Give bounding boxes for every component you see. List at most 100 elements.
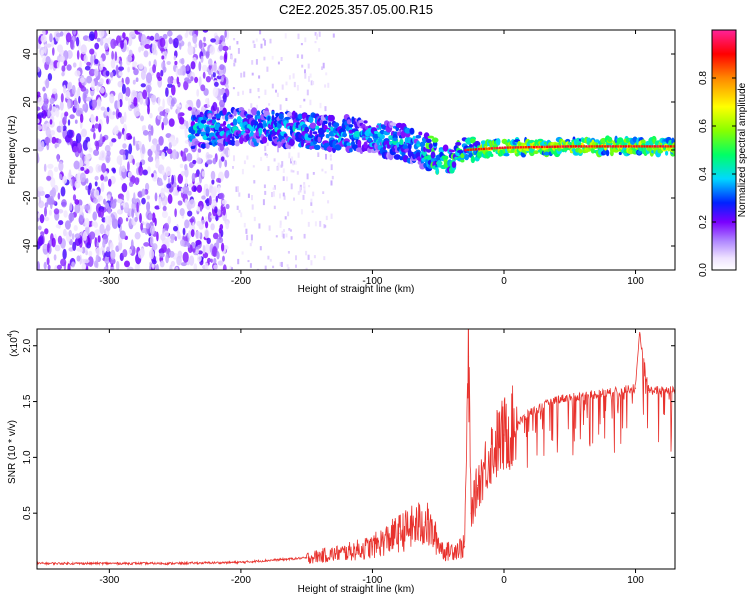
heatmap-cell	[189, 199, 196, 209]
heatmap-cell	[202, 71, 206, 79]
snr-series	[37, 329, 675, 567]
heatmap-cell	[221, 242, 225, 252]
heatmap-cell	[177, 173, 183, 184]
heatmap-cell	[167, 30, 173, 37]
x-tick-label: 0	[501, 575, 507, 586]
heatmap-cell	[168, 37, 173, 45]
heatmap-cell	[127, 266, 134, 270]
heatmap-cell	[122, 32, 126, 39]
heatmap-cell	[135, 77, 139, 82]
heatmap-cell	[143, 242, 150, 247]
heatmap-cell	[264, 89, 267, 95]
heatmap-cell	[109, 71, 114, 78]
heatmap-cell	[311, 210, 314, 213]
heatmap-cell	[162, 200, 166, 206]
heatmap-cell	[154, 217, 157, 227]
heatmap-cell	[174, 60, 178, 66]
heatmap-cell	[282, 192, 285, 197]
heatmap-cell	[37, 225, 42, 231]
heatmap-cell	[123, 111, 127, 123]
heatmap-cell	[106, 78, 109, 85]
heatmap-cell	[198, 61, 202, 72]
heatmap-cell	[185, 120, 189, 129]
heatmap-cell	[530, 145, 533, 149]
heatmap-cell	[60, 93, 64, 103]
snr-point	[371, 546, 373, 548]
heatmap-cell	[99, 37, 104, 46]
heatmap-cell	[134, 263, 139, 270]
heatmap-cell	[396, 131, 402, 136]
heatmap-cell	[51, 136, 57, 144]
heatmap-cell	[435, 166, 439, 175]
heatmap-cell	[90, 79, 95, 91]
heatmap-cell	[205, 98, 209, 104]
heatmap-cell	[119, 149, 126, 156]
heatmap-cell	[288, 228, 291, 231]
heatmap-cell	[264, 152, 267, 156]
heatmap-cell	[309, 122, 317, 129]
heatmap-cell	[44, 202, 49, 208]
heatmap-cell	[290, 169, 293, 173]
heatmap-cell	[285, 97, 288, 101]
heatmap-cell	[198, 122, 205, 129]
heatmap-cell	[112, 168, 116, 174]
heatmap-cell	[180, 239, 185, 247]
heatmap-cell	[99, 209, 104, 218]
heatmap-cell	[44, 194, 51, 199]
heatmap-cell	[617, 145, 620, 148]
heatmap-cell	[250, 107, 258, 116]
heatmap-cell	[103, 175, 108, 182]
heatmap-cell	[594, 139, 600, 143]
heatmap-cell	[286, 176, 288, 182]
heatmap-cell	[162, 66, 167, 73]
heatmap-cell	[292, 73, 295, 79]
spectrogram-y-ticks: -40 -20 0 20 40	[22, 48, 675, 253]
heatmap-cell	[263, 184, 266, 189]
heatmap-cell	[215, 195, 218, 203]
heatmap-cell	[266, 142, 269, 146]
heatmap-cell	[124, 260, 130, 268]
heatmap-cell	[161, 169, 165, 176]
snr-point	[174, 562, 176, 565]
heatmap-cell	[243, 160, 246, 165]
heatmap-cell	[217, 185, 221, 194]
heatmap-cell	[254, 114, 258, 121]
heatmap-cell	[472, 148, 475, 151]
snr-point	[529, 412, 531, 414]
heatmap-cell	[423, 132, 430, 140]
heatmap-cell	[57, 235, 63, 245]
heatmap-cell	[155, 264, 159, 270]
heatmap-cell	[147, 156, 154, 163]
heatmap-cell	[67, 119, 71, 126]
heatmap-cell	[74, 203, 81, 214]
heatmap-cell	[89, 231, 96, 240]
heatmap-cell	[253, 43, 256, 48]
heatmap-cell	[85, 96, 92, 102]
heatmap-cell	[195, 230, 201, 239]
snr-x-label: Height of straight line (km)	[298, 584, 415, 595]
heatmap-cell	[120, 115, 125, 125]
heatmap-cell	[271, 192, 273, 198]
heatmap-cell	[88, 250, 93, 257]
heatmap-cell	[95, 140, 100, 151]
heatmap-cell	[186, 99, 193, 105]
heatmap-cell	[313, 144, 321, 150]
heatmap-cell	[279, 262, 282, 267]
heatmap-cell	[328, 114, 335, 122]
heatmap-cell	[37, 96, 43, 106]
heatmap-cell	[279, 193, 281, 199]
snr-point	[634, 387, 637, 389]
heatmap-cell	[90, 115, 96, 124]
heatmap-cell	[159, 260, 165, 268]
heatmap-cell	[232, 166, 234, 169]
heatmap-cell	[127, 35, 133, 47]
heatmap-cell	[147, 86, 150, 98]
snr-multiplier-exp: 4	[7, 333, 14, 337]
heatmap-cell	[173, 37, 179, 49]
colorbar: 0.0 0.2 0.4 0.6 0.8 Normalized spectral ampl…	[698, 29, 748, 277]
colorbar-tick-label: 0.2	[698, 215, 709, 229]
heatmap-cell	[224, 169, 230, 179]
heatmap-cell	[418, 131, 423, 136]
heatmap-cell	[44, 216, 50, 222]
heatmap-cell	[195, 240, 202, 245]
